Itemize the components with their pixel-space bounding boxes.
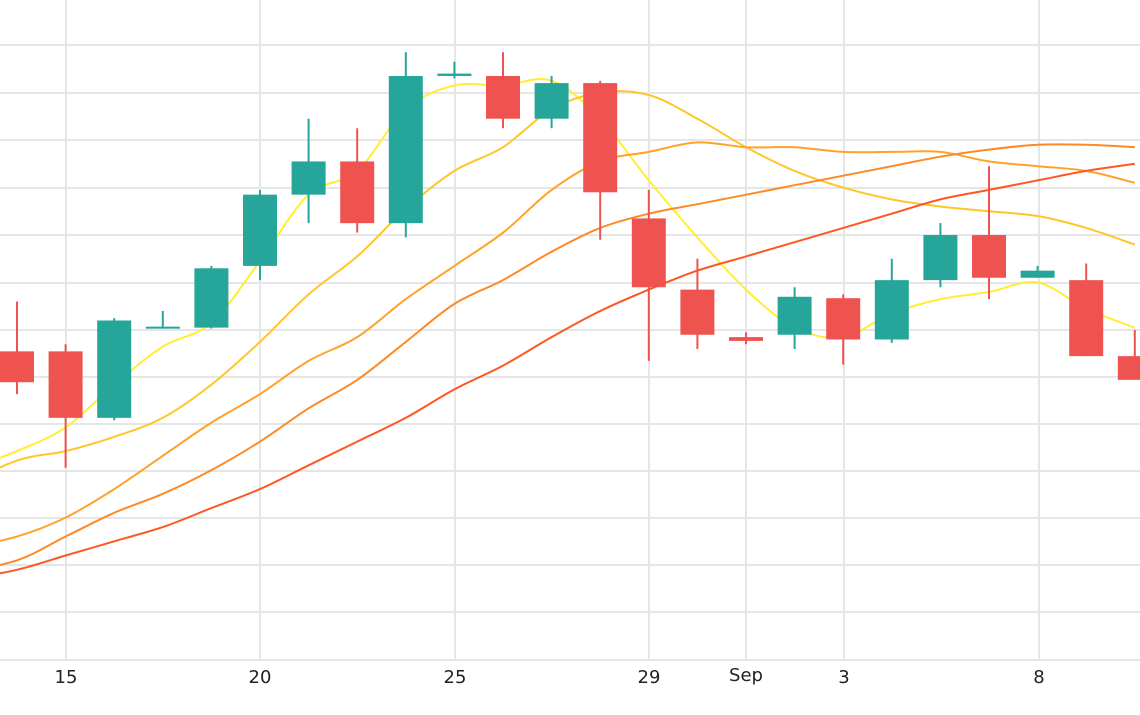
candle-down — [729, 332, 763, 345]
moving-average-line-5 — [0, 162, 1135, 575]
candle-down — [0, 301, 34, 395]
candle-down — [340, 128, 375, 233]
candle-body — [972, 235, 1006, 278]
candle-body — [437, 73, 472, 76]
candle-body — [194, 268, 229, 328]
candle-body — [874, 280, 909, 340]
x-tick-label: Sep — [729, 665, 763, 686]
candle-up — [243, 189, 277, 281]
moving-average-line-1 — [0, 78, 1136, 459]
candle-body — [777, 296, 812, 335]
candle-body — [680, 289, 715, 335]
candle-down — [486, 52, 520, 129]
x-tick-label: 20 — [249, 667, 272, 688]
candle-body — [291, 161, 326, 195]
candle-body — [729, 337, 763, 341]
candle-up — [291, 118, 326, 224]
x-axis: 15 20 25 29 Sep 3 8 — [55, 665, 1045, 688]
candles — [0, 52, 1140, 468]
candle-body — [583, 83, 618, 193]
candle-down — [631, 189, 666, 361]
candle-body — [1020, 270, 1055, 278]
candle-body — [826, 298, 861, 340]
candle-up — [97, 318, 132, 421]
candle-down — [48, 344, 83, 468]
candle-down — [583, 80, 618, 240]
candle-up — [194, 265, 229, 329]
candle-down — [826, 294, 861, 365]
x-tick-label: 29 — [638, 667, 661, 688]
candle-body — [340, 161, 375, 224]
candle-body — [1069, 280, 1104, 357]
candle-up — [534, 75, 569, 129]
candle-body — [1117, 356, 1140, 380]
candle-body — [145, 326, 180, 329]
candle-up — [1020, 265, 1055, 278]
candle-body — [243, 194, 277, 266]
candle-down — [972, 166, 1006, 300]
moving-average-line-3 — [0, 141, 1136, 542]
candle-body — [923, 235, 958, 281]
grid — [0, 0, 1140, 661]
candle-body — [97, 320, 132, 418]
candle-up — [388, 52, 423, 238]
candle-body — [631, 218, 666, 288]
x-tick-label: 15 — [55, 667, 78, 688]
moving-average-line-2 — [0, 90, 1136, 469]
x-tick-label: 25 — [444, 667, 467, 688]
candle-body — [48, 351, 83, 418]
candle-down — [1069, 263, 1104, 357]
candle-down — [1117, 330, 1140, 380]
x-tick-label: 8 — [1033, 667, 1044, 688]
candle-up — [923, 223, 958, 288]
x-tick-label: 3 — [838, 667, 849, 688]
candle-body — [486, 75, 520, 119]
candle-body — [534, 83, 569, 119]
moving-average-line-4 — [0, 143, 1135, 567]
candle-up — [437, 61, 472, 79]
candle-down — [680, 258, 715, 349]
candle-up — [874, 258, 909, 343]
candle-up — [777, 287, 812, 349]
candle-body — [388, 75, 423, 224]
candle-up — [145, 311, 180, 329]
candle-body — [0, 351, 34, 383]
moving-average-lines — [0, 78, 1136, 575]
